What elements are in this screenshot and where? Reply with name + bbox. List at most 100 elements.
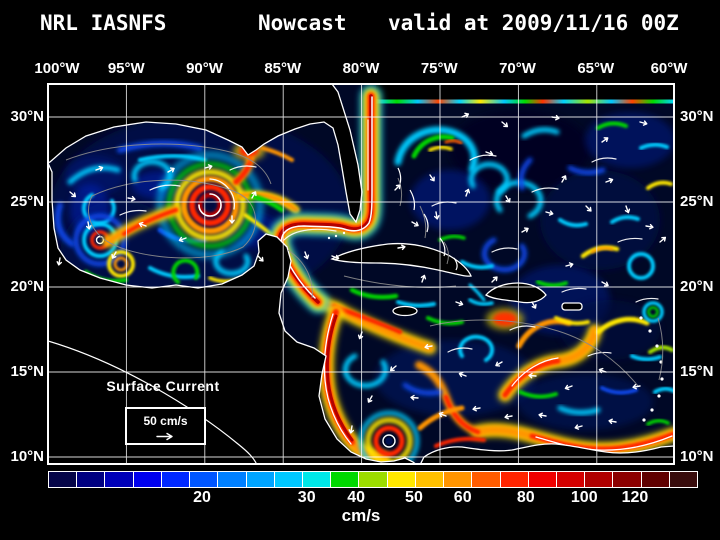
vector-arrow-icon — [472, 405, 481, 412]
gulf-eddies — [54, 140, 300, 284]
colorbar-tick-label: 120 — [621, 489, 649, 506]
vector-arrow-icon — [491, 276, 498, 283]
lat-tick-label: 25°N — [10, 193, 44, 210]
lat-axis-left: 30°N 25°N 20°N 15°N 10°N — [0, 0, 44, 540]
vector-arrow-icon — [167, 167, 175, 173]
vector-arrow-icon — [429, 174, 435, 182]
florida-keys — [327, 231, 346, 240]
data-edge-strip — [376, 99, 674, 104]
vector-arrow-icon — [348, 425, 355, 434]
lon-tick-label: 85°W — [264, 60, 302, 77]
colorbar-segment — [528, 472, 556, 487]
lon-tick-label: 65°W — [577, 60, 615, 77]
hispaniola-land — [484, 282, 547, 304]
colorbar-segment — [190, 472, 218, 487]
surface-current-label: Surface Current — [106, 378, 220, 394]
vector-scale-text: 50 cm/s — [143, 414, 188, 428]
atlantic-eddies — [394, 121, 673, 323]
colorbar-segment — [246, 472, 274, 487]
lat-tick-label: 20°N — [10, 278, 44, 295]
vector-arrow-icon — [601, 137, 609, 143]
vector-arrow-icon — [632, 383, 641, 390]
lat-tick-label: 10°N — [10, 448, 44, 465]
title-valid-time: valid at 2009/11/16 00Z — [388, 11, 679, 35]
colorbar-tick-label: 100 — [570, 489, 598, 506]
south-america-land — [419, 443, 674, 464]
vector-arrow-icon — [204, 164, 213, 170]
colorbar-segment — [387, 472, 415, 487]
vector-arrow-icon — [178, 236, 187, 243]
vector-arrow-icon — [138, 221, 147, 228]
colorbar-segment — [133, 472, 161, 487]
puerto-rico-land — [561, 302, 583, 311]
colorbar-segment — [302, 472, 331, 487]
vector-arrow-icon — [303, 251, 310, 260]
lat-tick-label: 15°N — [10, 363, 44, 380]
colorbar-segment — [331, 472, 359, 487]
vector-arrow-icon — [85, 221, 92, 230]
vector-arrow-icon — [111, 251, 117, 259]
lon-tick-label: 80°W — [342, 60, 380, 77]
vector-arrow-icon — [659, 236, 667, 243]
colorbar-tick-label: 40 — [347, 489, 365, 506]
vector-arrow-icon — [521, 227, 529, 233]
vector-arrow-icon — [528, 372, 537, 379]
nodata-band — [376, 84, 674, 100]
vector-arrow-icon — [561, 175, 567, 183]
lon-tick-label: 70°W — [499, 60, 536, 77]
vector-arrow-icon — [601, 281, 609, 287]
vector-arrow-icon — [95, 165, 104, 172]
lat-tick-label: 10°N — [680, 448, 714, 465]
lat-tick-label: 25°N — [680, 193, 714, 210]
vector-arrow-icon — [574, 424, 583, 430]
colorbar-segment — [77, 472, 105, 487]
colorbar-segment — [274, 472, 302, 487]
colorbar-segment — [49, 472, 77, 487]
vector-arrow-icon — [127, 195, 136, 202]
bahamas-islands — [397, 167, 458, 271]
vector-arrow-icon — [545, 210, 554, 216]
colorbar-segment — [444, 472, 472, 487]
map-frame — [47, 83, 675, 465]
jamaica-land — [392, 305, 418, 317]
colorbar-segment — [613, 472, 641, 487]
colorbar-segment — [585, 472, 613, 487]
vector-arrow-icon — [257, 255, 264, 262]
colorbar-ticks: 20 30 40 50 60 80 100 120 — [48, 489, 698, 507]
vector-arrow-icon — [229, 215, 235, 224]
lon-tick-label: 100°W — [34, 60, 80, 77]
colorbar-segment — [500, 472, 528, 487]
colorbar-tick-label: 80 — [516, 489, 535, 506]
lon-tick-label: 95°W — [107, 60, 145, 77]
vector-arrow-icon — [464, 188, 471, 197]
vector-arrow-icon — [639, 120, 648, 126]
vector-arrow-icon — [501, 121, 509, 128]
vector-arrow-icon — [564, 384, 573, 391]
colorbar-segment — [415, 472, 444, 487]
vector-arrow-icon — [411, 221, 419, 227]
vector-arrow-icon — [410, 394, 419, 401]
vector-arrow-icon — [367, 395, 373, 403]
lat-tick-label: 15°N — [680, 363, 714, 380]
lon-tick-label: 75°W — [420, 60, 458, 77]
vector-arrow-icon — [585, 205, 592, 212]
vector-arrow-icon — [504, 413, 513, 420]
vector-arrow-icon — [531, 301, 537, 309]
colorbar-segment — [669, 472, 698, 487]
vector-arrow-icon — [397, 244, 406, 251]
colorbar-segment — [218, 472, 246, 487]
graticule — [48, 84, 674, 464]
colorbar — [48, 471, 698, 488]
vector-arrow-icon — [424, 343, 433, 350]
vector-arrow-icon — [458, 371, 467, 378]
vector-arrow-icon — [624, 205, 631, 214]
lat-axis-right: 30°N 25°N 20°N 15°N 10°N — [680, 0, 720, 540]
vector-arrow-icon — [645, 223, 654, 230]
colorbar-tick-label: 50 — [405, 489, 423, 506]
vector-arrow-icon — [394, 184, 401, 191]
scale-arrow-icon — [155, 432, 173, 441]
cuba-land — [330, 242, 472, 277]
mexico-central-america-land — [48, 162, 417, 464]
